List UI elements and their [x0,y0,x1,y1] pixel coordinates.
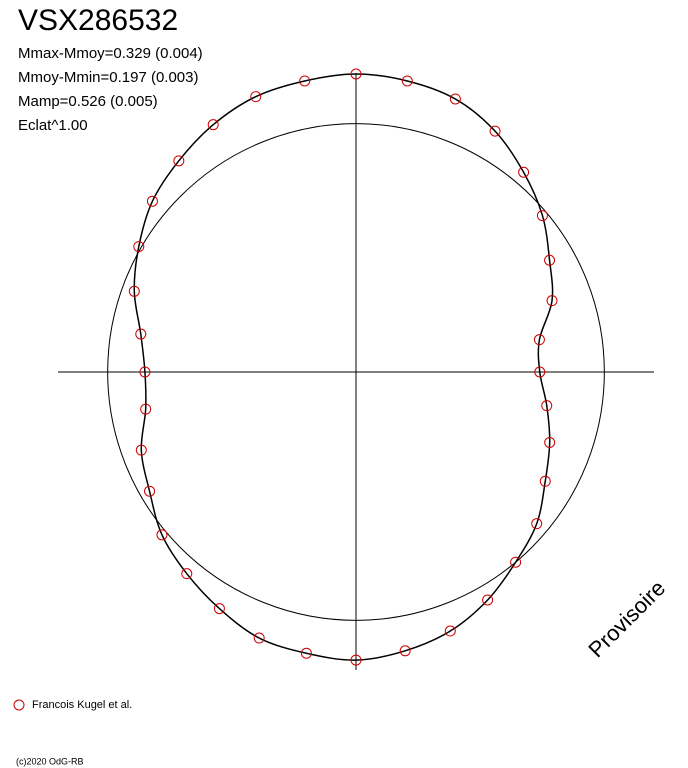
chart-title: VSX286532 [18,4,178,37]
data-point [444,625,456,637]
data-point [133,241,145,253]
data-point [531,518,543,530]
data-point [139,366,151,378]
data-point [207,119,219,131]
watermark: Provisoire [583,575,670,662]
data-point [399,645,411,657]
data-point [539,475,551,487]
data-point [253,632,265,644]
data-point [534,366,546,378]
data-point [156,529,168,541]
data-point [510,556,522,568]
data-point [544,254,556,266]
data-point [536,210,548,222]
data-point [144,485,156,497]
data-point [173,155,185,167]
data-point [350,68,362,80]
data-point [546,295,558,307]
data-point [128,285,140,297]
data-point [449,93,461,105]
data-point [300,647,312,659]
annotation: Mamp=0.526 (0.005) [18,93,158,110]
footer: (c)2020 OdG-RB [16,756,84,766]
data-point [146,195,158,207]
data-point [541,400,553,412]
data-point [181,568,193,580]
data-point [482,594,494,606]
data-point [299,75,311,87]
reference-circle [107,123,605,621]
data-point [533,334,545,346]
data-point [250,91,262,103]
data-point [544,436,556,448]
data-point [135,328,147,340]
data-point [140,403,152,415]
legend-label: Francois Kugel et al. [32,699,132,711]
annotation: Mmoy-Mmin=0.197 (0.003) [18,69,198,86]
annotation: Mmax-Mmoy=0.329 (0.004) [18,45,203,62]
data-point [213,603,225,615]
legend-marker [13,699,25,711]
data-point [489,125,501,137]
annotation: Eclat^1.00 [18,117,88,134]
data-point [401,75,413,87]
data-point [135,444,147,456]
data-point [350,654,362,666]
data-point [518,166,530,178]
fit-curve [133,73,554,661]
